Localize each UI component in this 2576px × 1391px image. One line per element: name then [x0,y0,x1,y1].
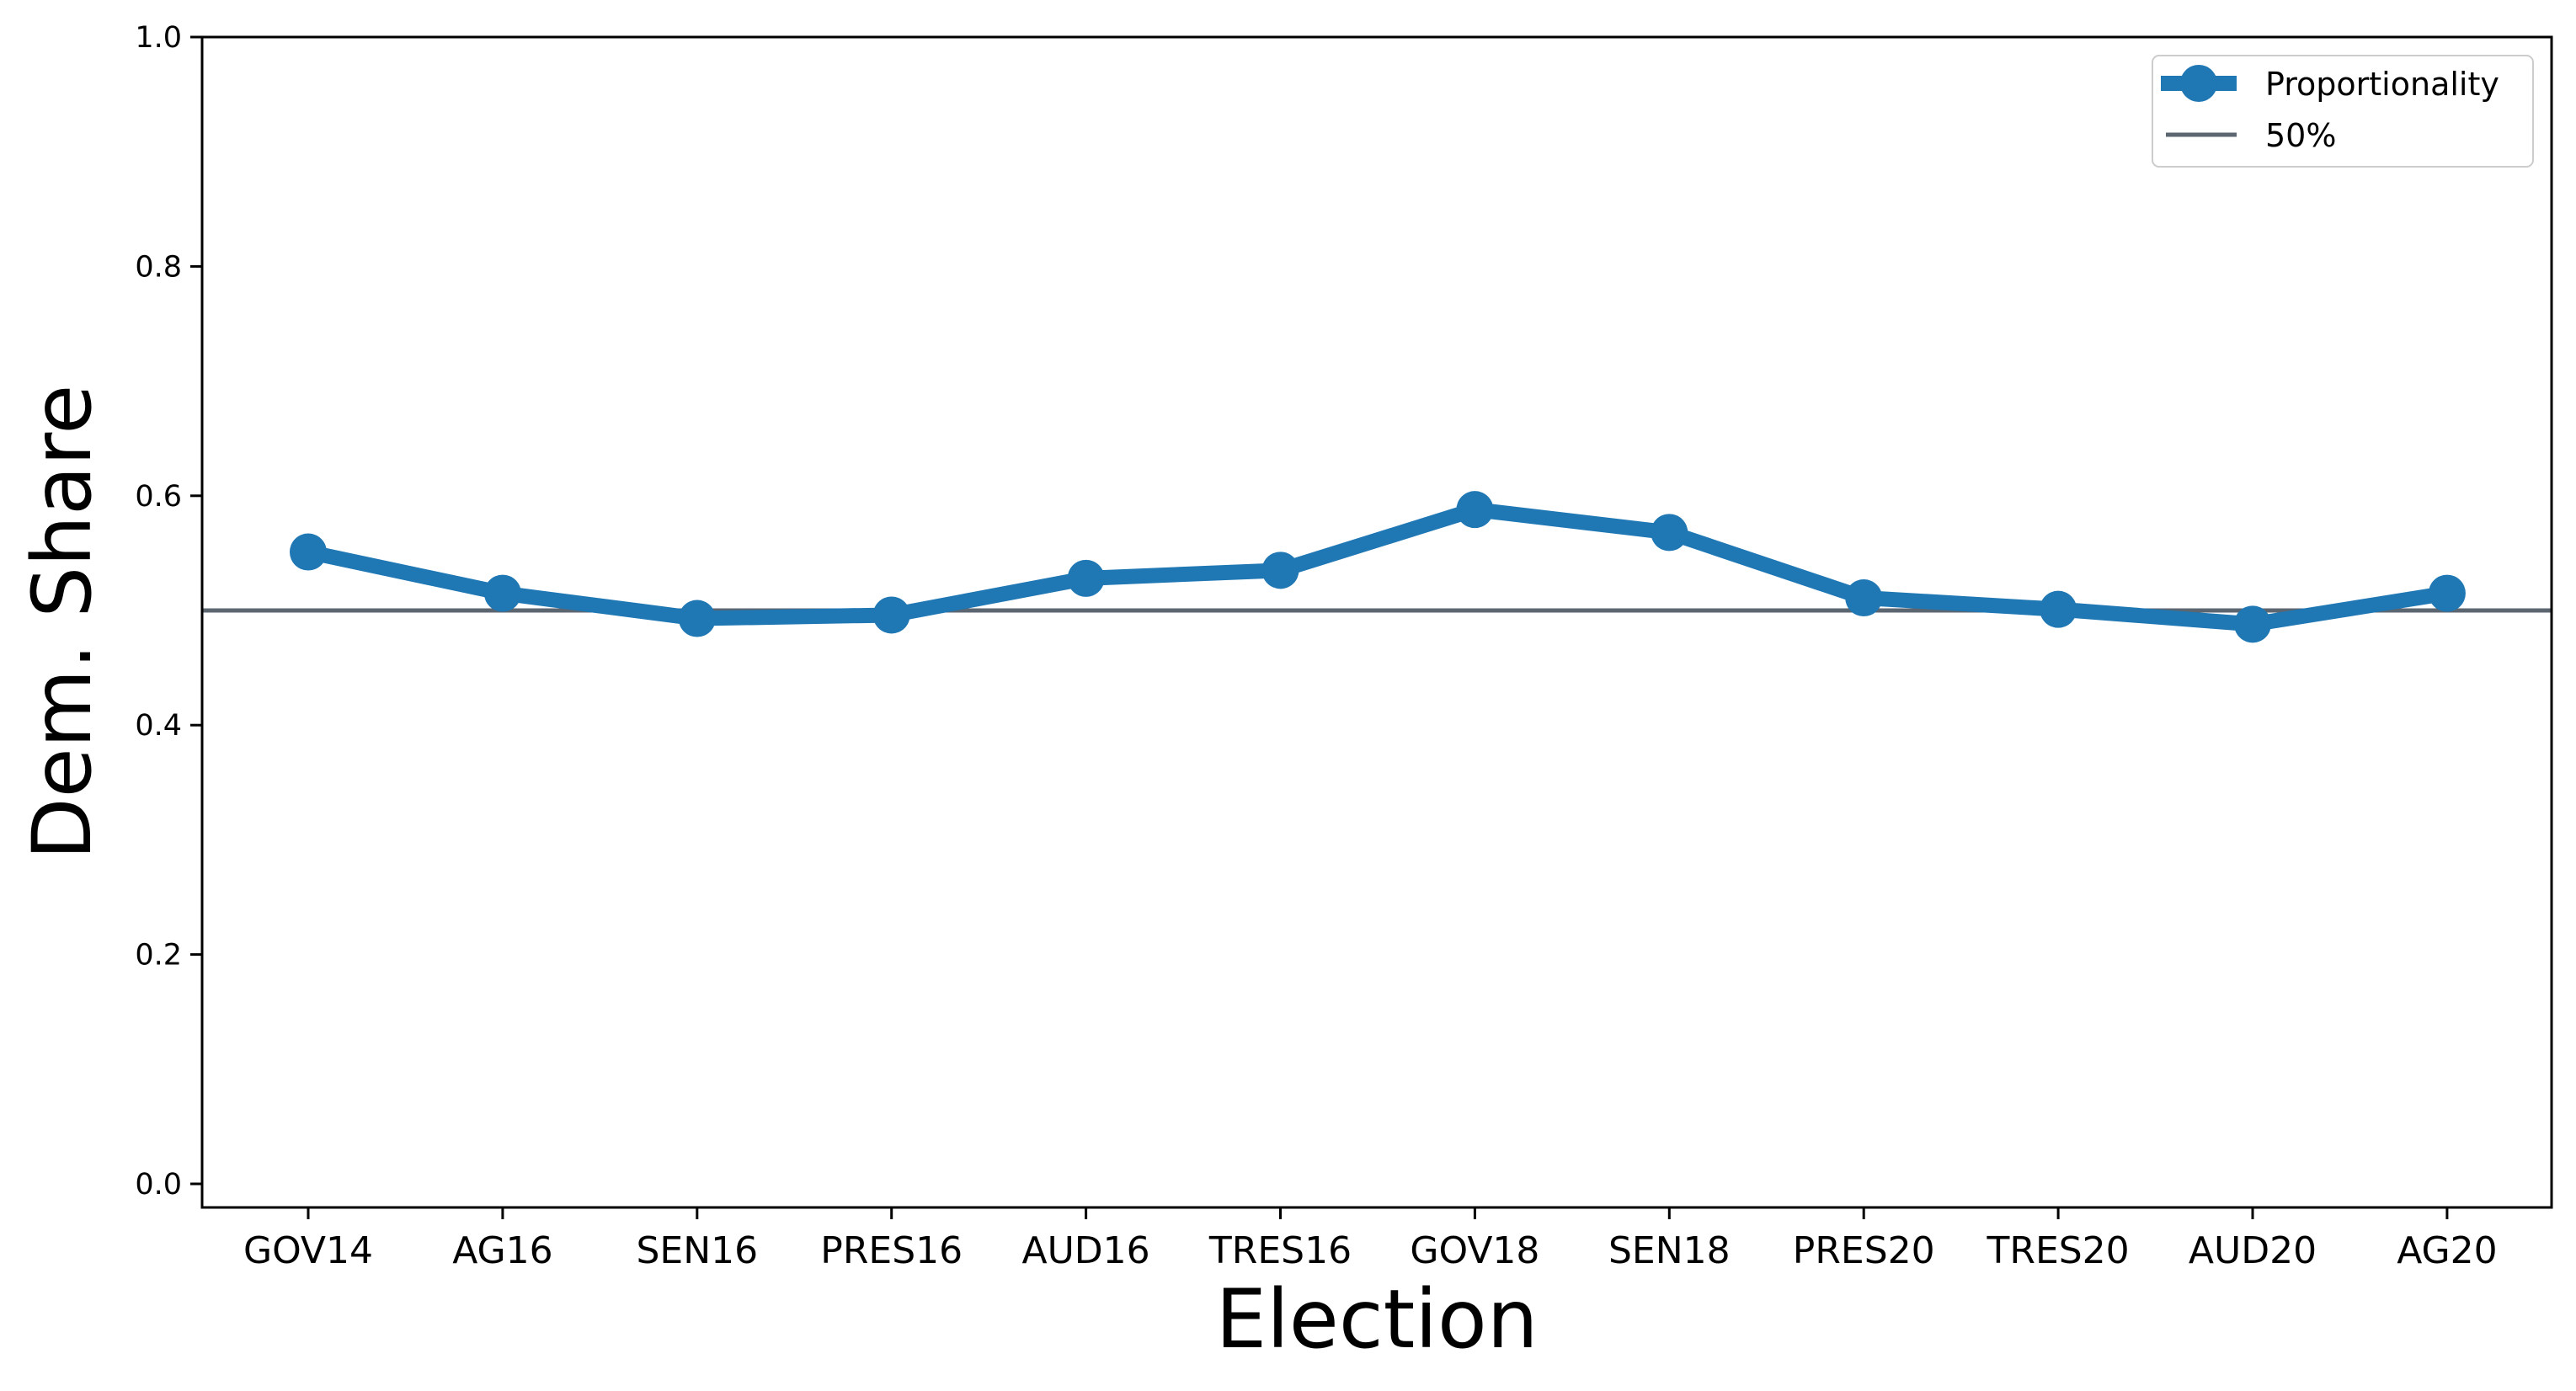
legend-label-50pct: 50% [2265,117,2336,154]
y-axis-title: Dem. Share [15,385,109,861]
legend: Proportionality 50% [2152,55,2534,168]
data-point [2040,590,2077,628]
x-tick-label: TRES16 [1208,1229,1352,1272]
y-axis: 0.0 0.2 0.4 0.6 0.8 1.0 [135,21,202,1202]
x-tick-label: AG20 [2397,1229,2497,1272]
y-tick-label: 0.0 [135,1168,182,1202]
data-point [1845,579,1883,617]
y-tick-label: 0.2 [135,939,182,973]
x-tick-label: GOV14 [243,1229,373,1272]
y-tick-label: 0.8 [135,250,182,284]
data-point [1651,514,1688,552]
y-tick-label: 1.0 [135,21,182,55]
legend-label-proportionality: Proportionality [2265,66,2499,103]
data-point [872,596,910,634]
x-tick-label: AG16 [452,1229,552,1272]
x-tick-label: SEN18 [1608,1229,1731,1272]
data-point [483,574,521,612]
data-point [290,533,327,571]
data-point [678,600,716,637]
plot-frame [200,35,2553,1209]
data-point [1456,491,1494,529]
legend-box [2152,55,2534,168]
data-point [2234,605,2271,643]
series-line-proportionality [307,502,2449,632]
series-layer [290,491,2466,643]
x-axis: GOV14 AG16 SEN16 PRES16 AUD16 TRES16 GOV18 SEN1… [243,1207,2498,1272]
x-tick-label: TRES20 [1987,1229,2130,1272]
data-point [2428,574,2466,612]
y-tick-label: 0.6 [135,480,182,514]
x-tick-label: SEN16 [636,1229,758,1272]
x-tick-label: PRES20 [1793,1229,1935,1272]
x-axis-title: Election [1215,1272,1538,1367]
x-tick-label: AUD16 [1022,1229,1150,1272]
legend-marker-proportionality [2180,65,2217,102]
data-point [1261,552,1299,589]
x-tick-label: AUD20 [2189,1229,2317,1272]
y-tick-label: 0.4 [135,709,182,743]
data-point [1067,559,1105,597]
x-tick-label: GOV18 [1410,1229,1539,1272]
x-tick-label: PRES16 [820,1229,963,1272]
